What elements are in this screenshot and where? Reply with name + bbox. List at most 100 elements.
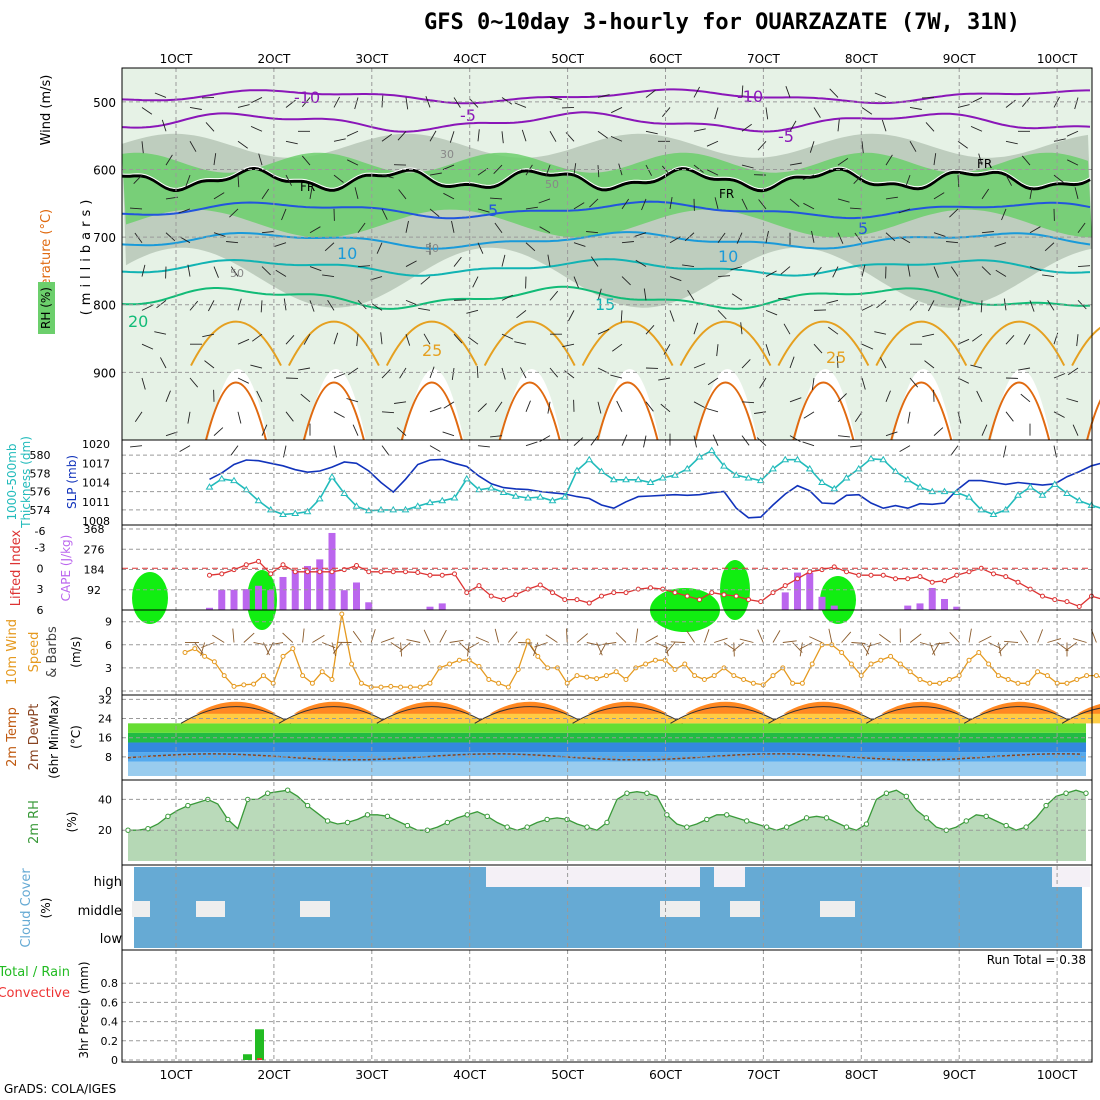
wind-barb [205, 122, 215, 132]
wind-barb [957, 298, 962, 311]
wind-barb [759, 377, 767, 389]
wind-barb [950, 445, 959, 456]
wind-barb [333, 174, 344, 183]
wind-barb [141, 141, 144, 154]
x-tick-top: 2OCT [258, 52, 291, 66]
rh2m-point [1043, 802, 1049, 809]
wind-barb [226, 241, 239, 244]
wind-barb-10m [449, 639, 464, 643]
wind-barb [874, 331, 887, 335]
wind-speed-point [1044, 673, 1050, 679]
lifted-index-point [709, 590, 715, 596]
y-tick-cape: 276 [84, 543, 105, 556]
x-tick-top: 6OCT [649, 52, 682, 66]
lifted-index-point [770, 590, 776, 596]
wind-barb [924, 360, 935, 369]
wind-barb-10m [714, 637, 728, 643]
temp-line [670, 706, 781, 724]
y-tick-precip: 0.4 [101, 1016, 119, 1029]
wind-barb [957, 411, 962, 424]
rh2m-point [564, 816, 570, 823]
wind-barb-10m [370, 628, 376, 643]
wind-barb [356, 334, 359, 347]
thickness-point [903, 475, 912, 483]
wind-barb [347, 367, 359, 376]
temp-contour-minus5 [121, 111, 1091, 133]
thickness-point [634, 475, 643, 483]
wind-barb [237, 338, 250, 345]
wind-barb [741, 401, 755, 404]
wind-barb [333, 138, 346, 142]
wind-barb [586, 231, 599, 234]
wind-barb [1029, 300, 1035, 312]
temp-contour-30 [988, 381, 1051, 441]
wind-barb-10m [534, 642, 548, 648]
wind-barb [204, 360, 215, 369]
wind-barb [189, 377, 199, 388]
wind-barb [669, 310, 675, 322]
wind-barb [501, 254, 506, 267]
wind-barb-10m [399, 642, 411, 653]
wind-barb [333, 332, 339, 345]
wind-barb [405, 97, 409, 110]
wind-barb [202, 333, 215, 338]
wind-barb [861, 141, 864, 154]
lifted-index-point [292, 569, 298, 575]
x-tick-top: 5OCT [551, 52, 584, 66]
wind-barb [885, 390, 891, 402]
wind-barb-10m [596, 642, 603, 656]
cape-bar [818, 596, 826, 610]
wind-barb [1053, 138, 1066, 142]
wind-speed-point [1025, 680, 1031, 686]
x-tick-bottom: 5OCT [551, 1068, 584, 1082]
wind-speed-point [398, 684, 404, 690]
wind-barb [909, 141, 917, 152]
temp-contour-25 [581, 320, 674, 367]
wind-barb [213, 192, 225, 200]
wind-barb [1005, 411, 1014, 422]
contour-label-minus5-a: -5 [460, 106, 476, 125]
wind-barb [669, 236, 681, 244]
lifted-index-point [378, 569, 384, 575]
wind-barb [380, 332, 383, 345]
wind-barb [189, 141, 197, 152]
label-rh2m: 2m RH [27, 800, 42, 844]
wind-speed-point [682, 661, 688, 667]
wind-barb [346, 130, 359, 137]
wind-speed-point [251, 681, 257, 687]
wind-barb [451, 367, 455, 380]
y-tick-slp: 1014 [82, 477, 110, 490]
thickness-point [854, 464, 863, 472]
wind-barb [394, 401, 407, 404]
rh-90-region [132, 572, 168, 624]
thickness-point [524, 494, 532, 501]
rh2m-point [584, 824, 590, 830]
rh2m-point [504, 824, 510, 830]
wind-barb [717, 275, 731, 277]
y-tick-mb: 700 [93, 231, 116, 245]
cape-bar [781, 592, 789, 610]
wind-barb [156, 300, 167, 309]
wind-barb [230, 445, 239, 456]
wind-barb [322, 274, 335, 277]
rh-dry-region [795, 369, 856, 440]
lifted-index-point [317, 569, 323, 575]
wind-barb [300, 393, 311, 403]
wind-barb [477, 242, 484, 254]
wind-speed-point [1074, 676, 1080, 682]
wind-barb [405, 334, 411, 346]
cape-bar [353, 582, 360, 610]
wind-barb-10m [723, 642, 736, 651]
wind-speed-point [486, 676, 492, 682]
wind-barb [187, 264, 191, 277]
rh2m-point [464, 812, 470, 818]
wind-barb [1029, 266, 1042, 272]
temp-contour-30 [400, 381, 463, 441]
lifted-index-point [354, 563, 359, 569]
freezing-level-inner [121, 165, 1091, 190]
wind-barb-10m [828, 628, 833, 643]
wind-barb [693, 363, 706, 369]
wind-barb [371, 303, 383, 311]
wind-barb [258, 153, 263, 166]
wind-barb [1001, 208, 1007, 221]
